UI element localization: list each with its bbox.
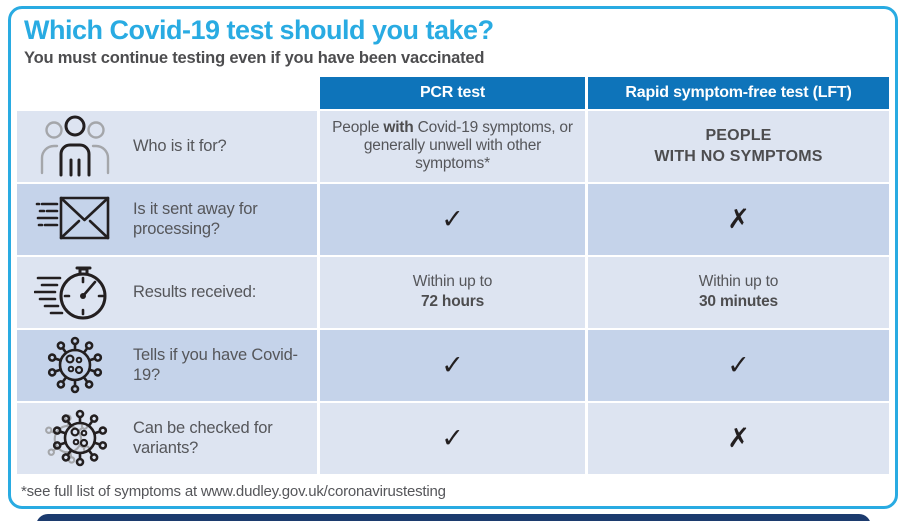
tells-pcr-cell: ✓ <box>320 329 585 401</box>
sent-pcr-cell: ✓ <box>320 183 585 255</box>
stopwatch-speed-icon <box>17 261 133 323</box>
covid-test-card: Which Covid-19 test should you take? You… <box>8 6 898 509</box>
table-row-who-label-cell: Who is it for? <box>17 110 317 182</box>
virus-icon <box>17 333 133 397</box>
page-title: Which Covid-19 test should you take? <box>24 15 494 45</box>
variants-pcr-cell: ✓ <box>320 402 585 474</box>
table-row-tells-label-cell: Tells if you have Covid-19? <box>17 329 317 401</box>
cross-icon: ✗ <box>727 422 750 453</box>
sent-lft-cell: ✗ <box>588 183 889 255</box>
row-label: Is it sent away for processing? <box>133 199 258 239</box>
results-pcr-cell: Within up to 72 hours <box>320 256 585 328</box>
results-lft-text: Within up to 30 minutes <box>698 273 779 311</box>
who-pcr-cell: People with Covid-19 symptoms, or genera… <box>320 110 585 182</box>
row-label: Tells if you have Covid-19? <box>133 345 298 385</box>
check-icon: ✓ <box>441 349 464 380</box>
check-icon: ✓ <box>727 349 750 380</box>
table-row-variants-label-cell: Can be checked for variants? <box>17 402 317 474</box>
table-row-results-label-cell: Results received: <box>17 256 317 328</box>
envelope-speed-icon <box>17 191 133 247</box>
results-lft-cell: Within up to 30 minutes <box>588 256 889 328</box>
people-icon <box>17 113 133 179</box>
header-cell-pcr: PCR test <box>320 76 585 109</box>
cross-icon: ✗ <box>727 203 750 234</box>
who-lft-text: PEOPLE WITH NO SYMPTOMS <box>654 126 823 166</box>
card-header: Which Covid-19 test should you take? You… <box>11 9 895 68</box>
row-label: Results received: <box>133 282 257 301</box>
who-pcr-text: People with Covid-19 symptoms, or genera… <box>332 118 573 173</box>
bottom-navy-bar <box>36 514 871 521</box>
row-label: Who is it for? <box>133 136 227 155</box>
results-pcr-text: Within up to 72 hours <box>412 273 493 311</box>
row-label: Can be checked for variants? <box>133 418 273 458</box>
page-subtitle: You must continue testing even if you ha… <box>24 48 485 67</box>
tells-lft-cell: ✓ <box>588 329 889 401</box>
virus-variants-icon <box>17 405 133 471</box>
table-row-sent-label-cell: Is it sent away for processing? <box>17 183 317 255</box>
header-cell-lft: Rapid symptom-free test (LFT) <box>588 76 889 109</box>
comparison-table: PCR test Rapid symptom-free test (LFT) W <box>17 76 895 474</box>
variants-lft-cell: ✗ <box>588 402 889 474</box>
check-icon: ✓ <box>441 422 464 453</box>
who-lft-cell: PEOPLE WITH NO SYMPTOMS <box>588 110 889 182</box>
footnote-text: *see full list of symptoms at www.dudley… <box>21 482 446 500</box>
header-cell-empty <box>17 77 317 109</box>
check-icon: ✓ <box>441 203 464 234</box>
